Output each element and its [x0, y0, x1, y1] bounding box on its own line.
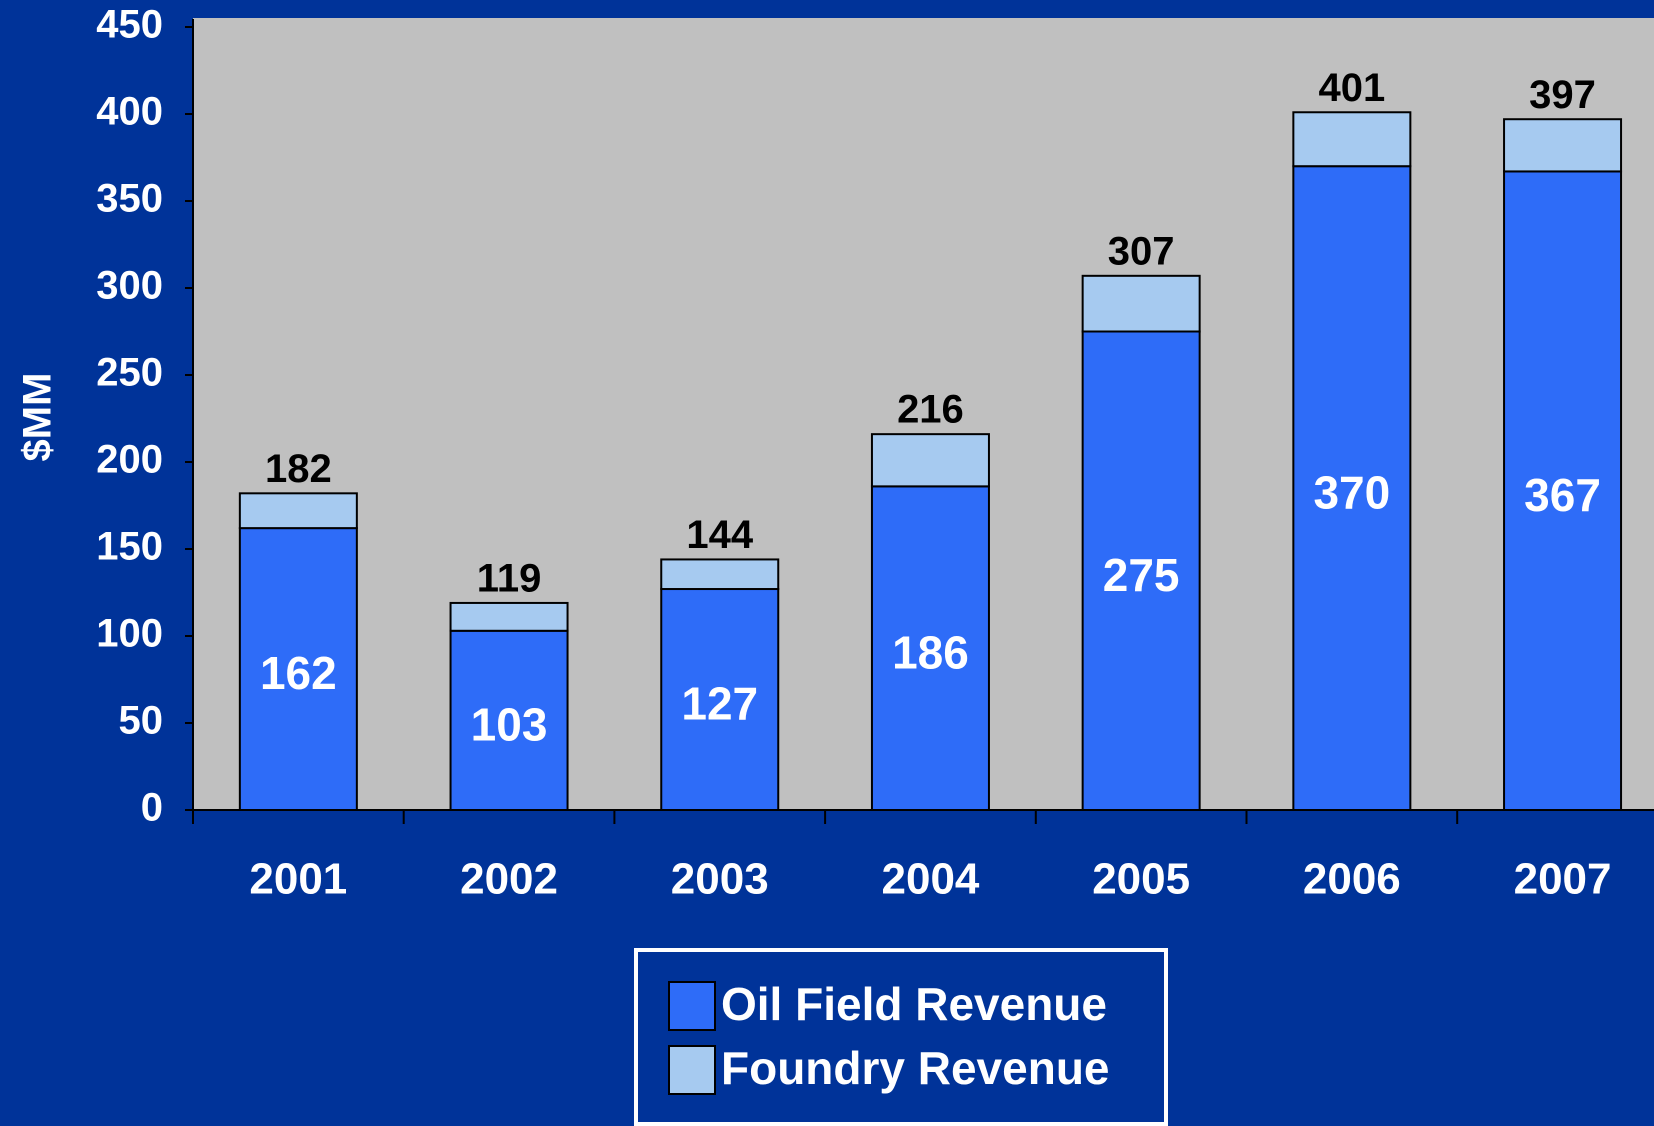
bar-segment [1081, 330, 1201, 811]
y-tick-label: 450 [96, 3, 163, 47]
x-tick-label: 2007 [1514, 855, 1612, 904]
x-tick-label: 2003 [671, 855, 769, 904]
total-label: 119 [477, 557, 542, 601]
y-axis-title: $MM [16, 373, 60, 462]
y-tick-label: 100 [96, 612, 163, 656]
value-label: 367 [1524, 469, 1601, 521]
y-tick-label: 150 [96, 525, 163, 569]
y-tick-label: 200 [96, 438, 163, 482]
total-label: 144 [686, 513, 753, 557]
bar-segment [870, 433, 990, 488]
bar-segment [1292, 111, 1412, 168]
value-label: 370 [1313, 466, 1390, 518]
bar-segment [449, 601, 569, 632]
value-label: 103 [471, 699, 548, 751]
bar-segment [238, 492, 358, 530]
value-label: 186 [892, 626, 969, 678]
y-tick-label: 50 [119, 699, 164, 743]
bar-segment [1503, 118, 1623, 173]
value-label: 162 [260, 647, 337, 699]
bar-segment [1292, 165, 1412, 811]
total-label: 307 [1108, 229, 1175, 273]
total-label: 216 [897, 388, 964, 432]
x-tick-label: 2005 [1092, 855, 1190, 904]
legend-swatch [668, 981, 716, 1031]
legend-box [634, 948, 1168, 1126]
x-tick-label: 2004 [882, 855, 980, 904]
x-tick-label: 2006 [1303, 855, 1401, 904]
total-label: 397 [1529, 73, 1596, 117]
legend-label: Foundry Revenue [721, 1042, 1110, 1094]
bar-segment [1503, 170, 1623, 812]
y-tick-label: 250 [96, 351, 163, 395]
total-label: 401 [1318, 66, 1385, 110]
value-label: 275 [1103, 549, 1180, 601]
bar-segment [449, 629, 569, 812]
x-tick-label: 2002 [460, 855, 558, 904]
y-tick-label: 300 [96, 264, 163, 308]
y-tick-label: 400 [96, 90, 163, 134]
total-label: 182 [265, 447, 332, 491]
y-tick-label: 350 [96, 177, 163, 221]
value-label: 127 [681, 678, 758, 730]
bar-segment [660, 558, 780, 591]
y-tick-label: 0 [141, 786, 163, 830]
bar-segment [870, 485, 990, 811]
bar-segment [238, 527, 358, 811]
legend-swatch [668, 1045, 716, 1095]
legend-label: Oil Field Revenue [721, 978, 1107, 1030]
x-tick-label: 2001 [249, 855, 347, 904]
bar-segment [1081, 274, 1201, 333]
